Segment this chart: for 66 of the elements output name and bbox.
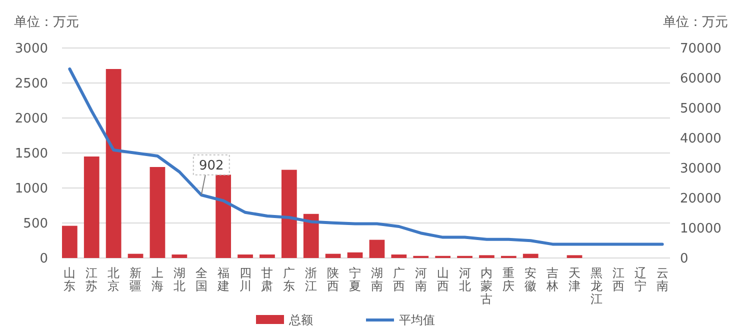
x-tick-label: 湖北 — [173, 266, 186, 293]
y-tick-label: 500 — [23, 216, 48, 232]
x-tick-label: 北京 — [108, 266, 120, 293]
y-tick-label: 2000 — [14, 112, 48, 127]
x-tick-label: 重庆 — [502, 266, 515, 293]
x-tick-label: 新疆 — [130, 266, 142, 293]
bar — [150, 167, 166, 258]
bar — [566, 255, 582, 258]
line-series — [68, 68, 664, 246]
x-tick-label: 上海 — [151, 266, 164, 293]
x-tick-label: 宁夏 — [349, 266, 362, 293]
bar — [347, 252, 363, 258]
y-tick-label: 2500 — [14, 76, 48, 92]
y-tick-label: 1500 — [14, 146, 48, 162]
bar — [128, 254, 144, 258]
y2-tick-label: 70000 — [680, 42, 722, 57]
y-axis-title: 单位：万元 — [14, 15, 79, 30]
x-tick-label: 江苏 — [86, 266, 98, 293]
x-tick-label: 内蒙古 — [480, 266, 493, 306]
legend-label: 平均值 — [399, 313, 435, 328]
bar — [62, 226, 78, 258]
x-tick-label: 湖南 — [370, 266, 383, 293]
y2-tick-label: 50000 — [680, 102, 722, 117]
x-tick-label: 吉林 — [546, 266, 559, 293]
y2-tick-label: 40000 — [680, 132, 722, 147]
x-tick-label: 四川 — [239, 266, 252, 293]
legend-label: 总额 — [288, 313, 313, 328]
x-tick-label: 云南 — [656, 266, 668, 293]
bar — [281, 170, 297, 258]
x-tick-label: 陕西 — [327, 266, 340, 293]
y2-tick-label: 20000 — [680, 192, 722, 207]
x-tick-label: 广东 — [283, 266, 296, 293]
bar — [325, 254, 341, 258]
bar — [106, 69, 122, 258]
bar — [84, 156, 100, 258]
x-tick-label: 广西 — [392, 266, 405, 293]
x-tick-label: 辽宁 — [634, 266, 646, 293]
x-tick-label: 全国 — [195, 266, 208, 293]
bar — [238, 254, 253, 258]
bar — [303, 214, 319, 258]
y2-tick-label: 60000 — [680, 72, 722, 87]
x-tick-label: 河北 — [458, 266, 471, 293]
bar — [391, 254, 407, 258]
y2-axis-title: 单位：万元 — [663, 15, 728, 30]
y2-tick-label: 10000 — [680, 222, 722, 237]
y2-tick-label: 0 — [680, 252, 688, 267]
x-tick-label: 江西 — [612, 266, 624, 293]
x-tick-label: 甘肃 — [261, 266, 274, 293]
x-tick-label: 天津 — [568, 266, 581, 293]
x-tick-label: 安徽 — [524, 266, 537, 293]
bar — [479, 255, 494, 258]
y-tick-label: 1000 — [14, 182, 48, 197]
bar — [369, 240, 385, 258]
x-tick-label: 浙江 — [305, 266, 318, 293]
x-tick-label: 山东 — [64, 266, 76, 293]
bar — [172, 254, 188, 258]
bar — [260, 254, 275, 258]
x-tick-label: 福建 — [216, 266, 230, 293]
x-tick-label: 河南 — [414, 266, 427, 293]
y-tick-label: 0 — [40, 252, 48, 267]
annotation: 902 — [198, 158, 224, 174]
y2-tick-label: 30000 — [680, 162, 722, 177]
x-tick-label: 山西 — [436, 266, 449, 293]
x-tick-label: 黑龙江 — [590, 266, 602, 306]
y-tick-label: 3000 — [14, 42, 48, 57]
bar — [522, 254, 538, 258]
